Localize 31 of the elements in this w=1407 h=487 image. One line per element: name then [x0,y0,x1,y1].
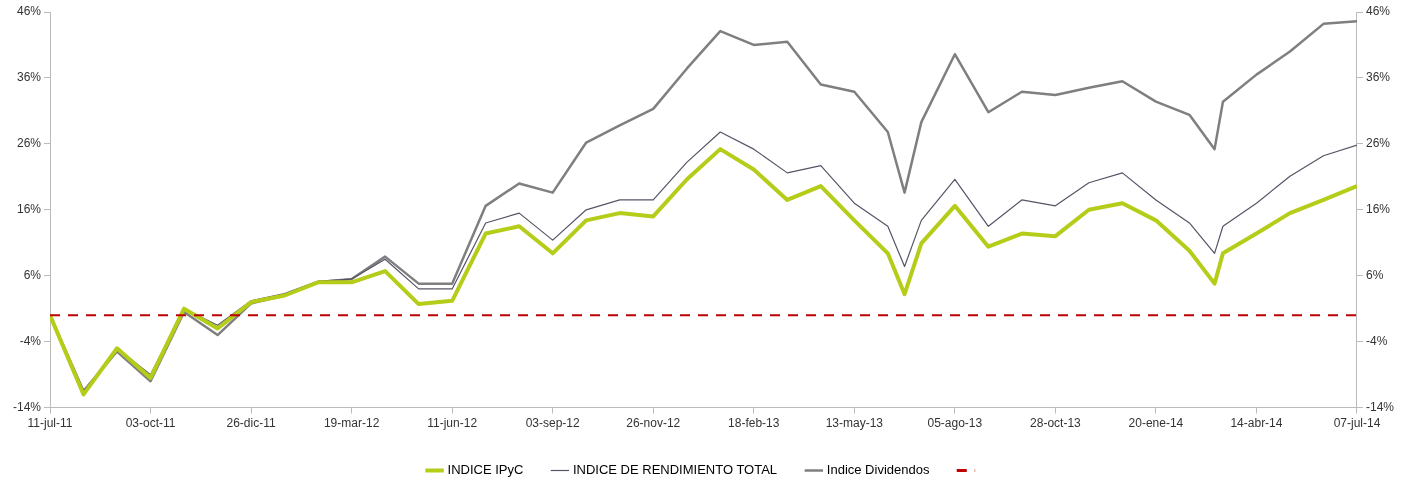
y2-tick-label: 6% [1365,268,1384,283]
x-tick-label: 19-mar-12 [323,416,380,431]
x-tick-label: 11-jul-11 [27,416,73,431]
x-tick-label: 13-may-13 [825,416,884,431]
x-tick-label: 03-sep-12 [525,416,581,431]
y-tick-label: -14% [13,399,42,414]
y-tick-label: 16% [16,202,42,217]
legend-label: INDICE IPyC [447,462,524,478]
x-tick-label: 07-jul-14 [1333,416,1381,431]
y2-tick-label: 46% [1365,4,1391,19]
x-tick-label: 26-nov-12 [626,416,681,431]
x-tick-label: 28-oct-13 [1030,416,1082,431]
legend-label: Indice Dividendos [826,462,930,478]
x-tick-label: 11-jun-12 [427,416,478,431]
x-tick-label: 03-oct-11 [125,416,176,431]
y2-tick-label: 36% [1365,70,1391,85]
y2-tick-label: 16% [1365,202,1391,217]
x-tick-label: 26-dic-11 [226,416,276,431]
x-tick-label: 18-feb-13 [728,416,780,431]
y-tick-label: 36% [16,70,42,85]
x-tick-label: 20-ene-14 [1128,416,1184,431]
y-tick-label: 6% [23,268,42,283]
legend-label: INDICE DE RENDIMIENTO TOTAL [572,462,778,478]
y2-tick-label: 26% [1365,136,1391,151]
y2-tick-label: -4% [1365,333,1388,348]
y-tick-label: -4% [19,333,42,348]
x-tick-label: 05-ago-13 [927,416,983,431]
x-tick-label: 14-abr-14 [1230,416,1283,431]
y-tick-label: 46% [16,4,42,19]
y-tick-label: 26% [16,136,42,151]
y2-tick-label: -14% [1365,399,1395,414]
